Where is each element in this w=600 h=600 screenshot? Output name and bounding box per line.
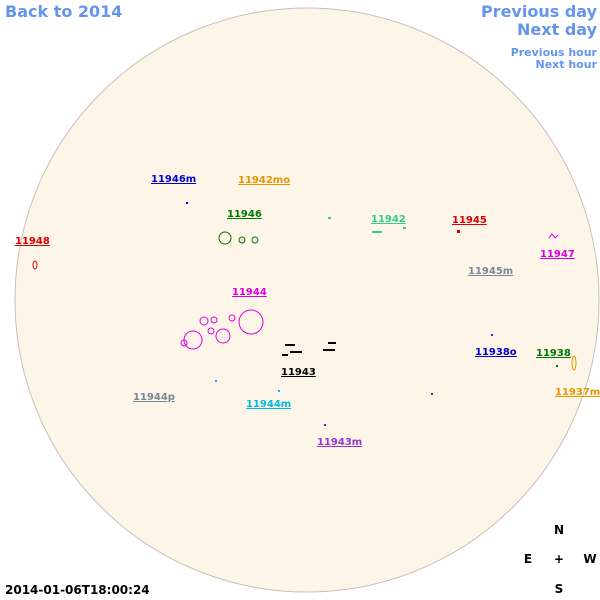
region-label: 11938o	[475, 347, 517, 358]
spot	[282, 342, 336, 356]
region-label: 11947	[540, 249, 575, 260]
spot	[548, 233, 559, 239]
region-label: 11937m	[555, 387, 600, 398]
region-label: 11942mo	[238, 175, 290, 186]
spot	[32, 260, 38, 270]
next-day-link[interactable]: Next day	[517, 20, 598, 39]
next-hour-link[interactable]: Next hour	[536, 58, 598, 71]
spot	[186, 202, 188, 204]
spot	[328, 217, 406, 233]
spot	[207, 327, 215, 335]
spot	[238, 236, 246, 244]
solar-disk	[14, 7, 600, 593]
region-label: 11945m	[468, 266, 513, 277]
compass-center: +	[554, 552, 564, 566]
region-label: 11944p	[133, 392, 175, 403]
spot	[238, 309, 264, 335]
spot	[215, 328, 231, 344]
region-label: 11943	[281, 367, 316, 378]
spot	[210, 316, 218, 324]
spot	[228, 314, 236, 322]
region-label: 11945	[452, 215, 487, 226]
region-label: 11946m	[151, 174, 196, 185]
region-label: 11943m	[317, 437, 362, 448]
spot	[215, 380, 217, 382]
back-link[interactable]: Back to 2014	[5, 2, 122, 21]
spot	[180, 339, 188, 347]
compass-west: W	[583, 552, 596, 566]
timestamp: 2014-01-06T18:00:24	[5, 583, 150, 597]
spot	[491, 334, 493, 336]
region-label: 11942	[371, 214, 406, 225]
region-label: 11938	[536, 348, 571, 359]
spot	[556, 365, 558, 367]
spot	[218, 231, 232, 245]
spot	[324, 424, 326, 426]
spot	[571, 355, 577, 371]
sunspots	[32, 202, 577, 426]
region-label: 11946	[227, 209, 262, 220]
region-label: 11944m	[246, 399, 291, 410]
compass-east: E	[524, 552, 532, 566]
region-label: 11944	[232, 287, 267, 298]
previous-day-link[interactable]: Previous day	[481, 2, 598, 21]
spot	[199, 316, 209, 326]
region-label: 11948	[15, 236, 50, 247]
spot	[278, 390, 280, 392]
spot	[457, 230, 460, 233]
compass-north: N	[554, 523, 564, 537]
compass-south: S	[555, 582, 564, 596]
previous-hour-link[interactable]: Previous hour	[511, 46, 598, 59]
spot	[431, 393, 433, 395]
spot	[251, 236, 259, 244]
